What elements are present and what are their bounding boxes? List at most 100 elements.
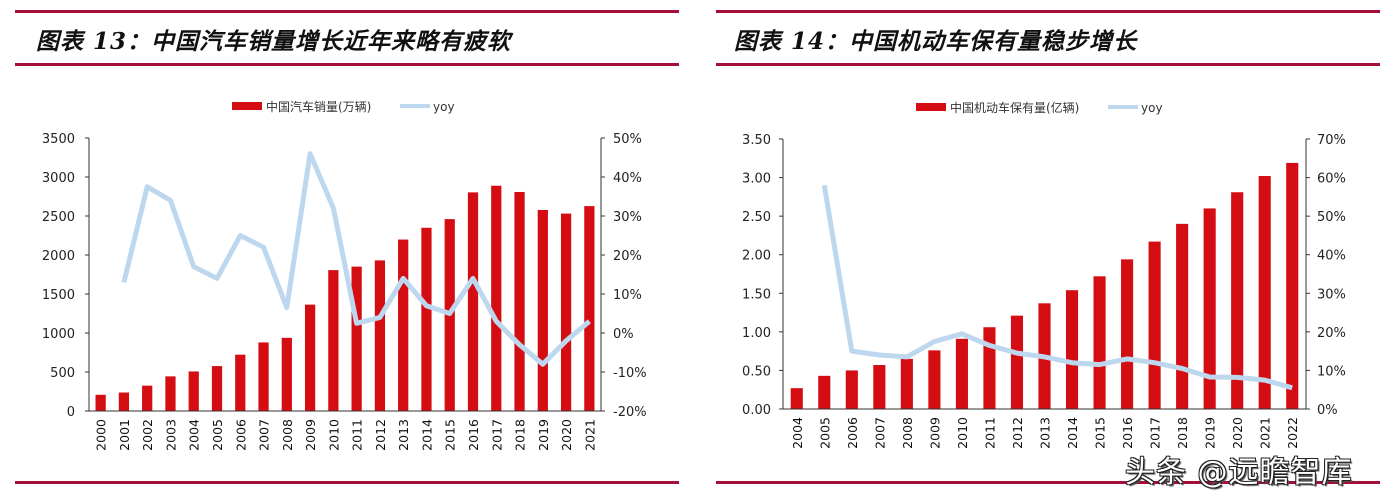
chart-panel-13: 图表 13：中国汽车销量增长近年来略有疲软 中国汽车销量(万辆) yoy 0 500 1… <box>15 10 679 484</box>
right-axis-tick: -20% <box>613 405 647 420</box>
bar <box>873 365 886 409</box>
x-axis-tick: 2009 <box>927 417 942 449</box>
left-axis-tick: 0.50 <box>742 364 771 379</box>
bar <box>584 206 595 411</box>
x-axis-tick: 2007 <box>257 419 272 451</box>
x-axis-tick: 2021 <box>1258 417 1273 449</box>
right-axis-tick: 40% <box>1317 249 1346 264</box>
left-axis-tick: 0.00 <box>742 403 771 418</box>
legend-bar-label: 中国机动车保有量(亿辆) <box>950 100 1079 115</box>
bar <box>1286 162 1299 409</box>
x-axis-tick: 2005 <box>210 419 225 451</box>
chart-13-svg: 中国汽车销量(万辆) yoy 0 500 1000 1500 2000 2500 3000 350… <box>42 99 647 451</box>
x-axis-tick: 2007 <box>872 417 887 449</box>
x-axis-tick: 2013 <box>1038 417 1053 449</box>
x-axis-tick: 2021 <box>582 419 597 451</box>
left-axis-tick: 3000 <box>42 171 75 186</box>
x-axis-tick: 2019 <box>536 419 551 451</box>
bar-series <box>95 185 595 411</box>
bar <box>1065 290 1079 409</box>
x-axis-tick: 2019 <box>1203 417 1218 449</box>
bar <box>818 375 831 409</box>
bar <box>900 358 913 409</box>
bottom-rule <box>15 481 679 484</box>
right-axis-tick: 50% <box>613 132 642 147</box>
bar <box>165 376 176 411</box>
x-axis-tick: 2015 <box>443 419 458 451</box>
x-axis-tick: 2006 <box>845 417 860 449</box>
left-axis-tick: 3500 <box>42 132 75 147</box>
x-axis-tick: 2020 <box>559 419 574 451</box>
legend: 中国机动车保有量(亿辆) yoy <box>916 100 1163 115</box>
bar <box>1148 241 1161 409</box>
bar <box>188 371 199 411</box>
bar <box>1121 259 1134 409</box>
left-axis-tick: 3.00 <box>742 172 771 187</box>
chart-title: 图表 14：中国机动车保有量稳步增长 <box>734 28 1138 55</box>
x-axis-tick: 2014 <box>1065 417 1080 449</box>
x-axis-tick: 2006 <box>233 419 248 451</box>
right-axis-tick: 30% <box>613 210 642 225</box>
x-axis-tick: 2008 <box>280 419 295 451</box>
left-axis-tick: 1000 <box>42 327 75 342</box>
bar <box>398 239 409 411</box>
x-axis-tick: 2005 <box>817 417 832 449</box>
bar <box>1176 223 1189 409</box>
bar <box>1010 315 1024 409</box>
chart-title: 图表 13：中国汽车销量增长近年来略有疲软 <box>36 28 512 55</box>
yoy-line <box>821 184 1293 391</box>
right-axis-tick: 60% <box>1317 172 1346 187</box>
bar <box>281 337 292 411</box>
bar <box>258 342 269 411</box>
x-axis-tick: 2016 <box>466 419 481 451</box>
x-axis-tick: 2010 <box>955 417 970 449</box>
legend-line-swatch <box>400 104 430 108</box>
x-axis-tick: 2020 <box>1230 417 1245 449</box>
axes: 0 500 1000 1500 2000 2500 3000 3500 -20% -10% 0% 10… <box>42 132 647 451</box>
bar <box>1231 192 1244 409</box>
right-axis-tick: -10% <box>613 366 647 381</box>
legend-line-label: yoy <box>1141 101 1163 115</box>
x-axis-tick: 2018 <box>1175 417 1190 449</box>
x-axis-tick: 2008 <box>900 417 915 449</box>
axes: 0.00 0.50 1.00 1.50 2.00 2.50 3.00 3.50 0% 10% 20%… <box>742 133 1346 449</box>
bar <box>351 266 362 411</box>
bar <box>790 388 803 409</box>
top-rule <box>716 10 1380 13</box>
bar-series <box>790 162 1299 409</box>
chart-14-svg: 中国机动车保有量(亿辆) yoy 0.00 0.50 1.00 1.50 2.00 2.50 3… <box>742 100 1346 449</box>
x-axis-tick: 2016 <box>1120 417 1135 449</box>
right-axis-tick: 0% <box>613 327 634 342</box>
bar <box>560 213 572 411</box>
top-rule <box>15 10 679 13</box>
left-axis-tick: 2000 <box>42 249 75 264</box>
left-axis-tick: 0 <box>67 405 75 420</box>
left-axis-tick: 2500 <box>42 210 75 225</box>
x-axis-tick: 2017 <box>489 419 504 451</box>
yoy-line <box>121 151 592 367</box>
x-axis-tick: 2015 <box>1093 417 1108 449</box>
x-axis-tick: 2011 <box>982 417 997 449</box>
left-axis-tick: 500 <box>50 366 75 381</box>
right-axis-tick: 50% <box>1317 210 1346 225</box>
x-axis-tick: 2013 <box>396 419 411 451</box>
legend-line-label: yoy <box>433 100 455 114</box>
right-axis-tick: 10% <box>613 288 642 303</box>
legend-bar-swatch <box>916 103 946 111</box>
x-axis-tick: 2002 <box>140 419 155 451</box>
bar <box>514 191 525 411</box>
watermark: 头条 @远瞻智库 <box>1125 455 1353 490</box>
bar <box>537 209 548 411</box>
right-axis-tick: 10% <box>1317 364 1346 379</box>
bar <box>928 350 941 409</box>
chart-panel-14: 图表 14：中国机动车保有量稳步增长 中国机动车保有量(亿辆) yoy 0.00 0.… <box>700 0 1395 501</box>
bar <box>1093 276 1106 409</box>
bar <box>421 227 432 411</box>
bar <box>1203 208 1216 409</box>
x-axis-tick: 2018 <box>513 419 528 451</box>
title-rule <box>15 63 679 66</box>
right-axis-tick: 70% <box>1317 133 1346 148</box>
left-axis-tick: 2.00 <box>742 249 771 264</box>
legend-line-swatch <box>1108 105 1138 109</box>
bar <box>235 354 246 411</box>
